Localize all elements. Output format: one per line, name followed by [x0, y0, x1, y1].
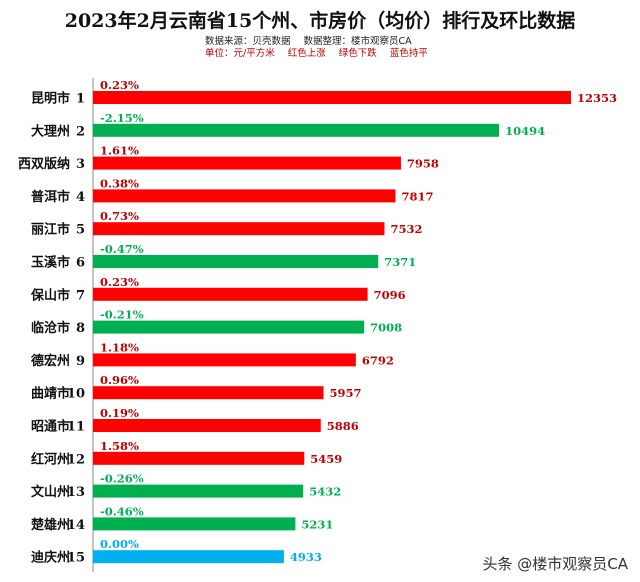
change-label: -0.46%	[100, 504, 144, 518]
change-label: 0.38%	[100, 176, 139, 190]
rank-label: 8	[76, 321, 85, 336]
source-note: 数据来源：贝壳数据	[205, 36, 291, 47]
bar	[93, 287, 368, 301]
change-label: 0.23%	[100, 78, 139, 92]
category-label: 昆明市	[31, 91, 70, 107]
bar	[93, 222, 385, 236]
value-label: 5886	[327, 419, 359, 433]
bar	[93, 123, 500, 137]
rank-label: 13	[67, 485, 85, 500]
rank-label: 3	[76, 157, 85, 172]
rank-label: 12	[67, 452, 85, 467]
change-label: -0.26%	[100, 472, 144, 486]
value-label: 10494	[505, 124, 545, 138]
rank-label: 2	[76, 124, 85, 139]
change-label: 0.00%	[100, 537, 139, 551]
compiled-by-note: 数据整理：楼市观察员CA	[303, 36, 412, 47]
legend-up: 红色上涨	[287, 48, 326, 59]
value-label: 7958	[407, 157, 439, 171]
category-label: 丽江市	[31, 222, 70, 238]
bar	[93, 484, 304, 498]
value-label: 12353	[577, 91, 617, 105]
rank-label: 15	[67, 551, 85, 566]
value-label: 7371	[384, 255, 416, 269]
category-label: 西双版纳	[18, 156, 70, 172]
rank-label: 14	[67, 518, 85, 533]
rank-label: 4	[76, 190, 85, 205]
value-label: 7817	[401, 189, 433, 203]
value-label: 5432	[309, 485, 341, 499]
rank-label: 11	[67, 420, 85, 435]
chart-title: 2023年2月云南省15个州、市房价（均价）排行及环比数据	[64, 10, 576, 32]
value-label: 7096	[374, 288, 406, 302]
category-label: 昭通市	[31, 419, 70, 435]
change-label: 0.19%	[100, 406, 139, 420]
legend-flat: 蓝色持平	[389, 48, 428, 59]
rank-label: 9	[76, 354, 85, 369]
category-label: 普洱市	[31, 189, 70, 205]
rank-label: 10	[67, 387, 85, 402]
bar	[93, 353, 356, 367]
change-label: 0.96%	[100, 373, 139, 387]
category-label: 红河州	[31, 451, 70, 467]
chart-meta-legend: 单位：元/平方米 红色上涨 绿色下跌 蓝色持平	[205, 45, 438, 59]
unit-note: 单位：元/平方米	[205, 48, 275, 59]
rank-label: 5	[76, 223, 85, 238]
change-label: 0.23%	[100, 275, 139, 289]
value-label: 5231	[301, 517, 333, 531]
change-label: 0.73%	[100, 209, 139, 223]
change-label: 1.58%	[100, 439, 139, 453]
bar	[93, 189, 396, 203]
bar	[93, 517, 296, 531]
value-label: 7008	[370, 321, 402, 335]
category-label: 大理州	[31, 123, 70, 139]
rank-label: 7	[76, 288, 85, 303]
change-label: -2.15%	[100, 111, 144, 125]
bar	[93, 91, 571, 104]
bar	[93, 255, 379, 268]
category-label: 德宏州	[31, 353, 70, 369]
value-label: 5459	[310, 452, 342, 466]
change-label: 1.61%	[100, 144, 139, 158]
bar	[93, 550, 284, 564]
rank-label: 1	[76, 92, 85, 107]
bar	[93, 156, 401, 170]
category-label: 玉溪市	[31, 255, 70, 271]
value-label: 7532	[390, 222, 422, 236]
rank-label: 6	[76, 256, 85, 271]
change-label: 1.18%	[100, 340, 139, 354]
category-label: 曲靖市	[31, 386, 70, 402]
category-label: 迪庆州	[31, 550, 70, 566]
value-label: 6792	[362, 353, 394, 367]
bar	[93, 419, 321, 432]
value-label: 4933	[290, 550, 322, 564]
category-label: 文山州	[31, 484, 70, 500]
value-label: 5957	[330, 386, 362, 400]
chart-meta-source: 数据来源：贝壳数据 数据整理：楼市观察员CA	[205, 33, 422, 47]
watermark: 头条 @楼市观察员CA	[482, 555, 628, 573]
bar	[93, 320, 365, 334]
category-label: 临沧市	[31, 320, 70, 336]
category-label: 楚雄州	[31, 517, 70, 533]
legend-down: 绿色下跌	[338, 48, 377, 59]
category-label: 保山市	[30, 287, 70, 303]
change-label: -0.47%	[100, 242, 144, 256]
bar	[93, 386, 324, 400]
bar	[93, 451, 305, 465]
change-label: -0.21%	[100, 308, 144, 322]
